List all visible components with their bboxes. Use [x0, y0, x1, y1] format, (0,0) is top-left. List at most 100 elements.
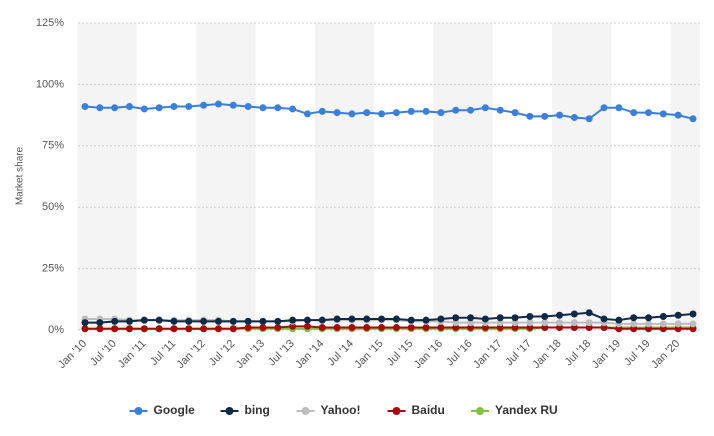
background-stripe: [77, 23, 137, 330]
data-point: [200, 325, 208, 333]
data-point: [526, 324, 534, 332]
data-point: [600, 315, 608, 323]
x-tick-label: Jul '12: [207, 338, 238, 369]
data-point: [155, 316, 163, 324]
data-point: [689, 325, 697, 333]
background-stripe: [196, 23, 256, 330]
data-point: [363, 109, 371, 117]
data-point: [170, 317, 178, 325]
data-point: [674, 320, 682, 328]
data-point: [511, 324, 519, 332]
x-tick-label: Jul '16: [444, 338, 475, 369]
data-point: [318, 324, 326, 332]
data-point: [481, 315, 489, 323]
data-point: [467, 314, 475, 322]
data-point: [452, 314, 460, 322]
legend-marker: [392, 407, 401, 415]
y-axis-label: Market share: [15, 146, 26, 205]
data-point: [600, 324, 608, 332]
legend-marker: [225, 407, 234, 415]
data-point: [96, 325, 104, 333]
x-tick-label: Jan '14: [293, 338, 326, 371]
data-point: [689, 115, 697, 123]
data-point: [289, 316, 297, 324]
data-point: [645, 325, 653, 333]
data-point: [541, 112, 549, 120]
x-tick-label: Jan '17: [471, 338, 504, 371]
data-point: [81, 319, 89, 327]
data-point: [467, 319, 475, 327]
legend-label: Yandex RU: [495, 403, 558, 417]
data-point: [615, 104, 623, 112]
data-point: [348, 315, 356, 323]
data-point: [407, 316, 415, 324]
data-point: [185, 325, 193, 333]
data-point: [437, 109, 445, 117]
data-point: [81, 103, 89, 111]
x-tick-label: Jul '10: [88, 338, 119, 369]
data-point: [526, 312, 534, 320]
data-point: [481, 104, 489, 112]
data-point: [229, 325, 237, 333]
y-tick-label: 75%: [42, 140, 64, 152]
data-point: [570, 319, 578, 327]
data-point: [318, 107, 326, 115]
data-point: [645, 314, 653, 322]
data-point: [259, 104, 267, 112]
data-point: [274, 317, 282, 325]
data-point: [570, 324, 578, 332]
data-point: [81, 325, 89, 333]
data-point: [570, 114, 578, 122]
data-point: [407, 107, 415, 115]
legend-label: bing: [245, 403, 270, 417]
y-tick-label: 125%: [36, 17, 64, 29]
data-point: [689, 310, 697, 318]
data-point: [526, 112, 534, 120]
data-point: [496, 324, 504, 332]
background-stripe: [670, 23, 700, 330]
data-point: [140, 105, 148, 113]
data-point: [348, 324, 356, 332]
data-point: [185, 103, 193, 111]
data-point: [615, 325, 623, 333]
y-tick-label: 25%: [42, 263, 64, 275]
background-stripe: [314, 23, 375, 330]
data-point: [274, 324, 282, 332]
data-point: [630, 320, 638, 328]
data-point: [452, 319, 460, 327]
data-point: [570, 310, 578, 318]
data-point: [659, 320, 667, 328]
data-point: [244, 317, 252, 325]
data-point: [437, 324, 445, 332]
data-point: [274, 104, 282, 112]
data-point: [600, 104, 608, 112]
data-point: [422, 316, 430, 324]
data-point: [170, 325, 178, 333]
data-point: [541, 312, 549, 320]
x-tick-label: Jan '15: [352, 338, 385, 371]
data-point: [333, 315, 341, 323]
data-point: [615, 316, 623, 324]
data-point: [556, 319, 564, 327]
y-tick-label: 100%: [36, 78, 64, 90]
legend-marker: [301, 407, 310, 415]
data-point: [259, 317, 267, 325]
x-tick-label: Jan '10: [56, 338, 89, 371]
data-point: [392, 324, 400, 332]
data-point: [333, 324, 341, 332]
data-point: [541, 324, 549, 332]
data-point: [378, 324, 386, 332]
x-tick-label: Jul '13: [266, 338, 297, 369]
data-point: [585, 309, 593, 317]
data-point: [229, 101, 237, 109]
data-point: [511, 314, 519, 322]
data-point: [630, 325, 638, 333]
data-point: [214, 317, 222, 325]
data-point: [170, 103, 178, 111]
data-point: [244, 103, 252, 111]
data-point: [511, 319, 519, 327]
data-point: [125, 103, 133, 111]
data-point: [303, 322, 311, 330]
legend-marker: [476, 407, 484, 415]
